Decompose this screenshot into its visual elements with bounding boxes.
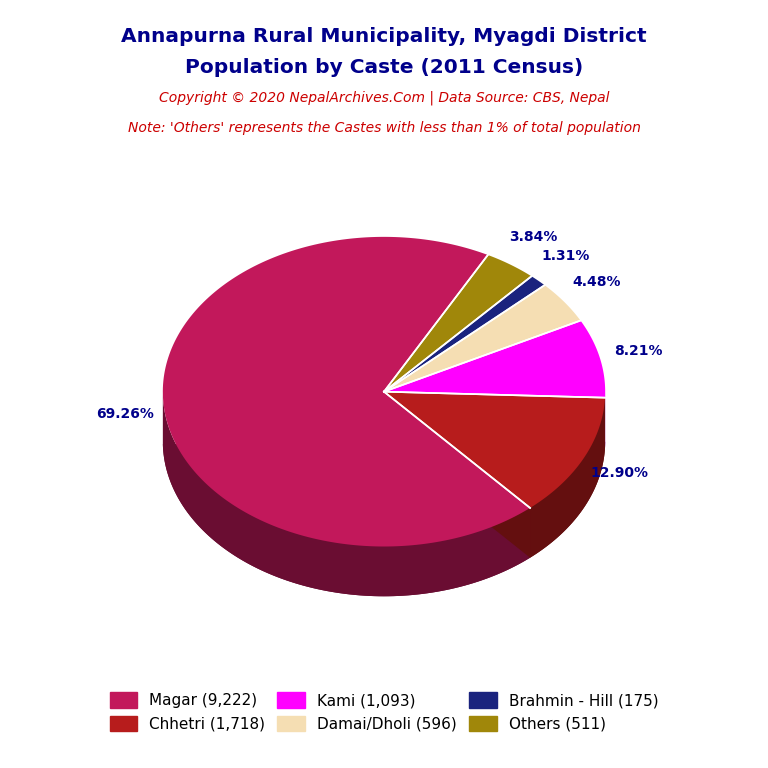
Text: 12.90%: 12.90%	[591, 466, 649, 480]
Text: 69.26%: 69.26%	[96, 406, 154, 421]
Polygon shape	[163, 395, 530, 596]
Polygon shape	[384, 442, 605, 558]
Text: 4.48%: 4.48%	[572, 275, 621, 290]
Text: Note: 'Others' represents the Castes with less than 1% of total population: Note: 'Others' represents the Castes wit…	[127, 121, 641, 134]
Polygon shape	[163, 237, 530, 547]
Text: 1.31%: 1.31%	[541, 250, 590, 263]
Polygon shape	[163, 442, 530, 596]
Text: Copyright © 2020 NepalArchives.Com | Data Source: CBS, Nepal: Copyright © 2020 NepalArchives.Com | Dat…	[159, 91, 609, 105]
Polygon shape	[384, 285, 581, 392]
Polygon shape	[384, 320, 605, 398]
Polygon shape	[384, 392, 605, 448]
Polygon shape	[384, 255, 531, 392]
Text: 8.21%: 8.21%	[614, 343, 663, 358]
Text: Population by Caste (2011 Census): Population by Caste (2011 Census)	[185, 58, 583, 77]
Polygon shape	[384, 442, 605, 448]
Polygon shape	[384, 392, 605, 448]
Text: Annapurna Rural Municipality, Myagdi District: Annapurna Rural Municipality, Myagdi Dis…	[121, 27, 647, 46]
Text: 3.84%: 3.84%	[509, 230, 558, 243]
Legend: Magar (9,222), Chhetri (1,718), Kami (1,093), Damai/Dholi (596), Brahmin - Hill : Magar (9,222), Chhetri (1,718), Kami (1,…	[104, 686, 664, 738]
Polygon shape	[384, 276, 545, 392]
Polygon shape	[384, 392, 530, 558]
Polygon shape	[384, 392, 605, 508]
Polygon shape	[530, 398, 605, 558]
Polygon shape	[384, 392, 530, 558]
